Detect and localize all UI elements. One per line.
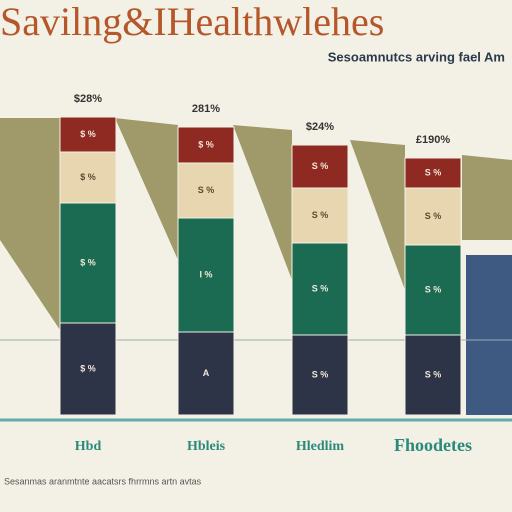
bar-segment [177,126,235,164]
decor-area [115,118,178,260]
segment-label: I % [199,269,212,279]
bar-segment [177,331,235,416]
segment-label: $ % [80,172,96,182]
bar-segment [404,334,462,416]
bar-segment [291,242,349,336]
segment-label: $ % [198,139,214,149]
bar-segment [59,322,117,416]
x-tick-label: Hledlim [296,439,345,454]
bar-segment [59,116,117,153]
x-tick-label: Hbd [75,439,102,454]
segment-label: S % [198,185,215,195]
footnote: Sesanmas aranmtnte aacatsrs fhrrmns artn… [4,476,202,486]
decor-area [233,125,292,280]
top-label: $28% [74,93,102,105]
bar-segment [404,244,462,336]
x-tick-label: Hbleis [187,439,226,454]
segment-label: $ % [80,129,96,139]
x-tick-label: Fhoodetes [394,435,472,455]
segment-label: $ % [80,363,96,373]
segment-label: S % [425,167,442,177]
decor-area [462,155,512,240]
segment-label: S % [312,161,329,171]
segment-label: S % [312,369,329,379]
bar-segment [59,202,117,324]
segment-label: S % [425,284,442,294]
decor-area [350,140,405,290]
bar-segment [291,334,349,416]
chart-subtitle: Sesoamnutcs arving fael Am [328,49,505,64]
top-label: 281% [192,103,220,115]
segment-label: S % [312,283,329,293]
decor-area [0,118,60,330]
top-label: $24% [306,121,334,133]
segment-label: S % [425,211,442,221]
bar-segment [177,162,235,219]
top-label: £190% [416,134,450,146]
bar-segment [177,217,235,333]
bar-segment [404,157,462,189]
segment-label: A [203,368,210,378]
bar-segment [291,144,349,189]
segment-label: S % [312,210,329,220]
segment-label: $ % [80,257,96,267]
bar-segment [404,187,462,246]
segment-label: S % [425,369,442,379]
chart-title: Savilng&IHealthwlehes [0,0,384,44]
decor-table [466,255,512,415]
